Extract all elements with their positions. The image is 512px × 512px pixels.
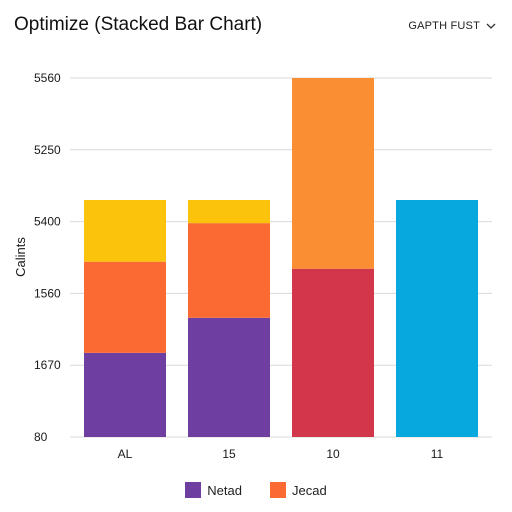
legend-item: Jecad <box>270 482 327 498</box>
y-tick-label: 1670 <box>34 358 61 372</box>
stacked-bar-chart: 5560 5250 5400 1560 1670 80 Calints AL 15 10 11 <box>13 71 492 461</box>
x-axis-ticks: AL 15 10 11 <box>118 447 444 461</box>
y-tick-label: 5400 <box>34 215 61 229</box>
bar-10 <box>292 78 374 437</box>
legend-item: Netad <box>185 482 242 498</box>
bar-segment <box>292 268 374 437</box>
bar-segment <box>188 223 270 318</box>
graph-options-dropdown[interactable]: GAPTH FUST <box>408 20 496 32</box>
legend-label: Jecad <box>292 482 327 498</box>
y-tick-label: 1560 <box>34 286 61 300</box>
bars <box>84 78 478 437</box>
x-tick-label: 11 <box>431 447 444 461</box>
y-axis-label: Calints <box>13 237 28 277</box>
bar-segment <box>84 261 166 353</box>
legend-label: Netad <box>207 482 242 498</box>
bar-segment <box>396 200 478 437</box>
bar-11 <box>396 200 478 437</box>
y-tick-label: 80 <box>34 430 48 444</box>
bar-segment <box>292 78 374 269</box>
x-tick-label: 10 <box>326 447 340 461</box>
y-tick-label: 5250 <box>34 143 61 157</box>
bar-15 <box>188 200 270 437</box>
graph-options-label: GAPTH FUST <box>408 20 480 32</box>
y-axis-ticks: 5560 5250 5400 1560 1670 80 <box>34 71 61 444</box>
bar-segment <box>188 200 270 224</box>
y-tick-label: 5560 <box>34 71 61 85</box>
legend: Netad Jecad <box>0 482 512 498</box>
bar-segment <box>188 317 270 437</box>
x-tick-label: 15 <box>222 447 236 461</box>
bar-AL <box>84 200 166 437</box>
legend-swatch <box>270 482 286 498</box>
x-tick-label: AL <box>118 447 133 461</box>
bar-segment <box>84 200 166 262</box>
legend-swatch <box>185 482 202 498</box>
chevron-down-icon <box>486 23 496 29</box>
chart-title: Optimize (Stacked Bar Chart) <box>14 14 263 35</box>
bar-segment <box>84 352 166 437</box>
